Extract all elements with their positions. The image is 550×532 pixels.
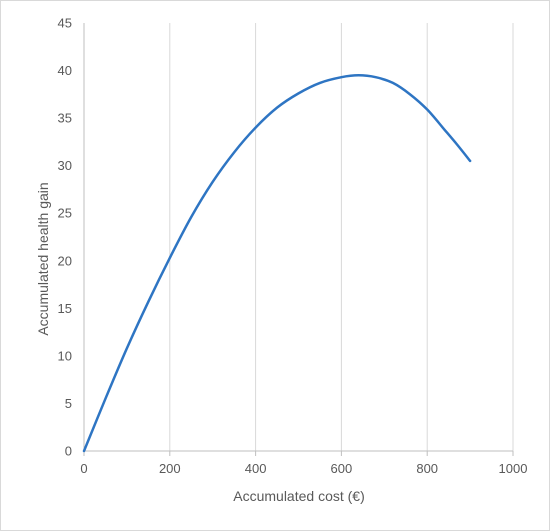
y-tick-label-0: 0: [65, 444, 72, 459]
x-tick-label-0: 0: [80, 461, 87, 476]
y-tick-label-5: 5: [65, 396, 72, 411]
x-tick-label-600: 600: [331, 461, 353, 476]
x-tick-label-800: 800: [416, 461, 438, 476]
y-tick-label-40: 40: [58, 63, 72, 78]
axes: [83, 23, 514, 456]
y-tick-label-20: 20: [58, 253, 72, 268]
series-layer: [82, 74, 472, 453]
y-tick-label-25: 25: [58, 206, 72, 221]
y-tick-label-30: 30: [58, 158, 72, 173]
tick-labels: 0 200 400 600 800 1000 0 5 10 15 20 25 30 35 40 45: [58, 16, 528, 477]
y-tick-label-35: 35: [58, 111, 72, 126]
y-tick-label-45: 45: [58, 16, 72, 31]
x-tick-label-400: 400: [245, 461, 267, 476]
y-tick-label-10: 10: [58, 348, 72, 363]
series-line-0: [82, 74, 472, 453]
x-axis-title: Accumulated cost (€): [233, 488, 365, 504]
x-tick-label-200: 200: [159, 461, 181, 476]
y-axis-title: Accumulated health gain: [35, 182, 51, 335]
x-tick-label-1000: 1000: [499, 461, 528, 476]
gridlines: [169, 23, 514, 451]
y-tick-label-15: 15: [58, 301, 72, 316]
